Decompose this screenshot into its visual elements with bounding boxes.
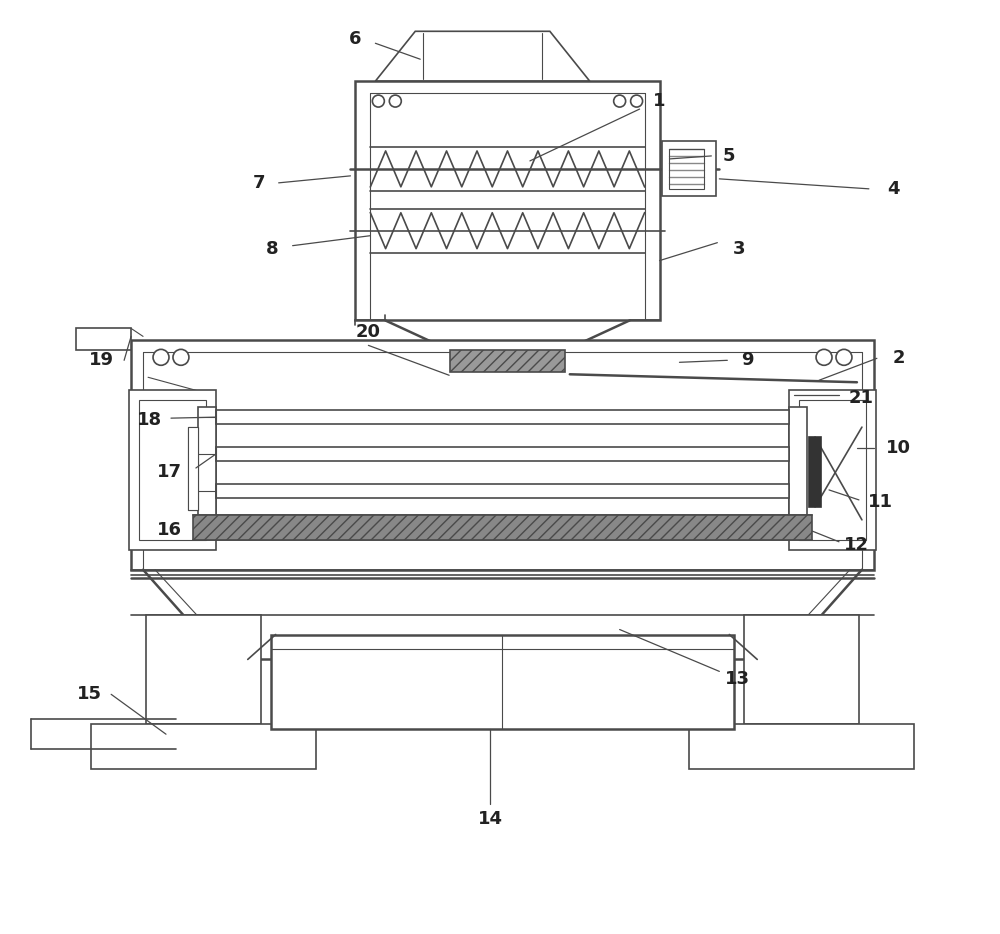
Bar bbox=[216, 410, 789, 424]
Text: 18: 18 bbox=[136, 411, 162, 429]
Bar bbox=[146, 615, 261, 724]
Text: 10: 10 bbox=[886, 439, 911, 457]
Bar bbox=[216, 447, 789, 461]
Text: 13: 13 bbox=[725, 671, 750, 688]
Bar bbox=[193, 515, 812, 540]
Bar bbox=[271, 634, 734, 729]
Text: 11: 11 bbox=[868, 493, 893, 511]
Bar bbox=[188, 427, 198, 510]
Text: 14: 14 bbox=[478, 810, 503, 828]
Bar bbox=[76, 329, 131, 350]
Circle shape bbox=[372, 95, 384, 107]
Bar bbox=[129, 390, 216, 550]
Polygon shape bbox=[425, 39, 540, 79]
Bar bbox=[789, 407, 807, 530]
Bar bbox=[198, 407, 216, 530]
Text: 3: 3 bbox=[733, 240, 746, 258]
Circle shape bbox=[816, 349, 832, 365]
Text: 20: 20 bbox=[356, 323, 381, 342]
Bar bbox=[450, 350, 565, 373]
Circle shape bbox=[836, 349, 852, 365]
Circle shape bbox=[389, 95, 401, 107]
Text: 12: 12 bbox=[844, 536, 869, 554]
Circle shape bbox=[173, 349, 189, 365]
Text: 2: 2 bbox=[893, 349, 905, 367]
Text: 5: 5 bbox=[723, 147, 736, 165]
Bar bbox=[188, 427, 198, 510]
Text: 17: 17 bbox=[156, 463, 181, 481]
Text: 1: 1 bbox=[653, 92, 666, 110]
Bar bbox=[799, 400, 866, 540]
Text: 4: 4 bbox=[888, 180, 900, 198]
Bar bbox=[662, 141, 716, 196]
Text: 19: 19 bbox=[89, 351, 114, 369]
Text: 8: 8 bbox=[266, 240, 279, 258]
Bar bbox=[669, 149, 704, 189]
Bar bbox=[355, 81, 660, 320]
Bar bbox=[216, 484, 789, 498]
Circle shape bbox=[614, 95, 626, 107]
Bar bbox=[789, 390, 876, 550]
Text: 21: 21 bbox=[848, 389, 873, 407]
Text: 6: 6 bbox=[349, 30, 362, 49]
Text: 7: 7 bbox=[252, 174, 265, 191]
Text: 16: 16 bbox=[156, 521, 181, 539]
Bar bbox=[442, 370, 460, 382]
Bar bbox=[744, 615, 859, 724]
Bar bbox=[139, 400, 206, 540]
Circle shape bbox=[153, 349, 169, 365]
Bar bbox=[809, 437, 821, 507]
Text: 9: 9 bbox=[741, 351, 754, 369]
Bar bbox=[91, 724, 316, 769]
Polygon shape bbox=[375, 32, 590, 81]
Bar bbox=[689, 724, 914, 769]
Text: 15: 15 bbox=[77, 686, 102, 703]
Circle shape bbox=[631, 95, 643, 107]
Bar bbox=[131, 340, 874, 570]
